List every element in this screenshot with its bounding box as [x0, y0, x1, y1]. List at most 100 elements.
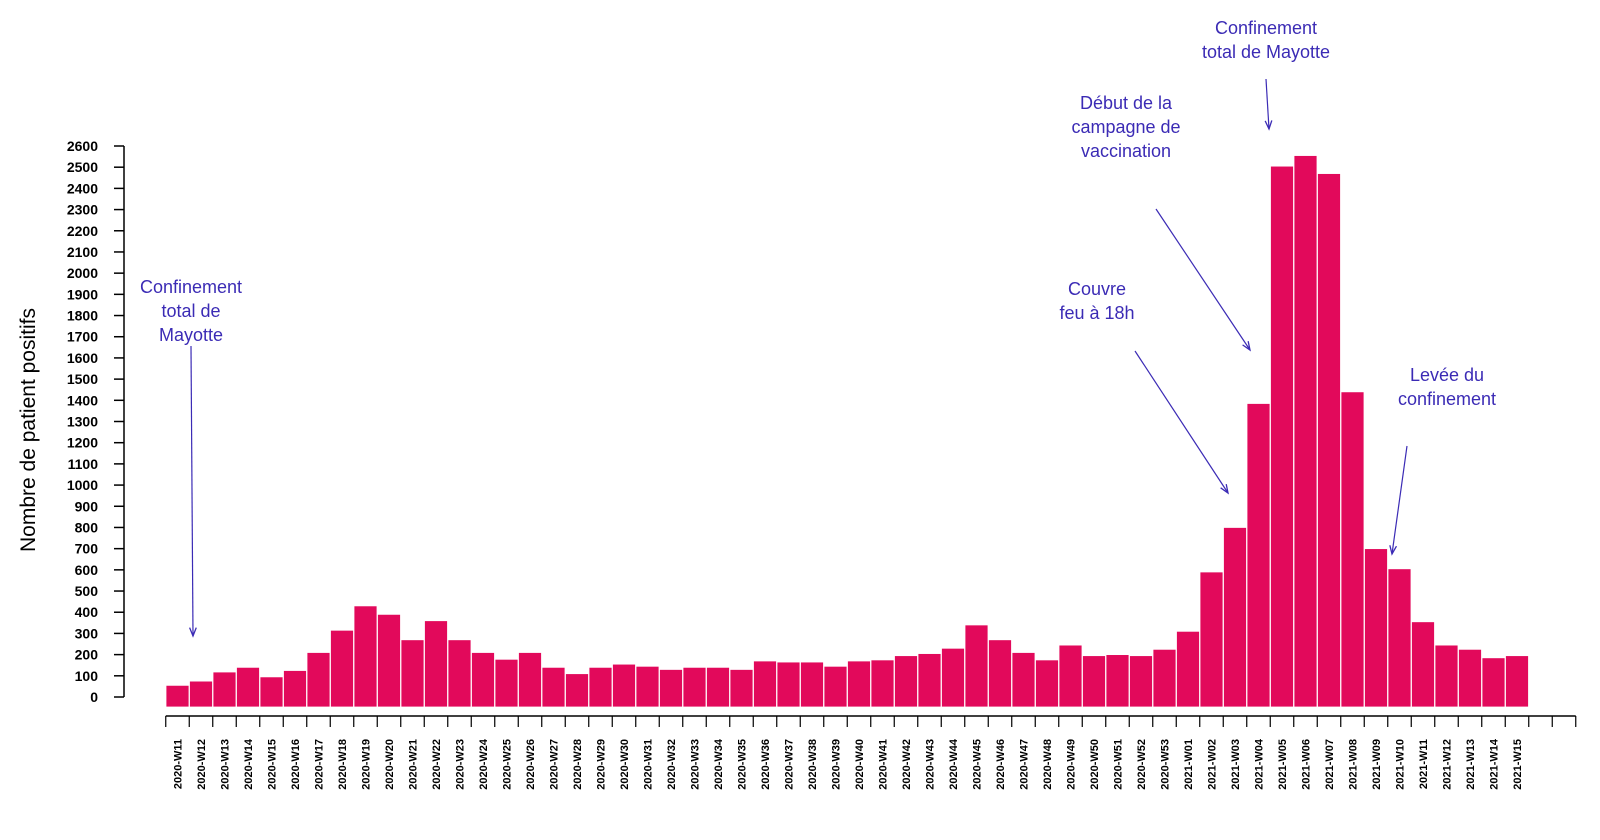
bar-2020-W16: [283, 670, 307, 708]
y-tick-label: 800: [75, 519, 99, 535]
x-tick-label: 2021-W11: [1418, 739, 1430, 789]
x-tick-label: 2020-W21: [408, 739, 420, 790]
annotation-2021-W10: Levée du confinement: [1389, 365, 1496, 556]
bar-2020-W53: [1152, 648, 1177, 708]
annotation-2021-W05: Confinement total de Mayotte: [1202, 18, 1330, 131]
y-tick-label: 300: [75, 625, 99, 641]
x-tick-label: 2020-W12: [196, 739, 208, 790]
annotation-arrowhead: [1264, 120, 1273, 131]
annotation-arrow: [1134, 350, 1229, 494]
x-tick-label: 2021-W08: [1348, 739, 1360, 790]
bar-2020-W14: [236, 666, 260, 708]
bar-2021-W14: [1481, 657, 1506, 708]
bar-2020-W47: [1011, 652, 1036, 708]
x-tick-label: 2020-W51: [1113, 739, 1125, 790]
bar-2020-W13: [212, 671, 237, 708]
y-tick-label: 100: [75, 668, 99, 684]
x-tick-label: 2021-W13: [1465, 739, 1477, 790]
x-tick-label: 2020-W48: [1042, 739, 1054, 790]
annotation-text: Confinement: [1215, 18, 1317, 38]
annotation-2021-W04: Début de la campagne de vaccination: [1071, 93, 1251, 352]
x-tick-label: 2020-W11: [173, 739, 185, 789]
bar-2020-W45: [964, 624, 989, 708]
bar-2020-W25: [494, 658, 519, 708]
x-tick-label: 2020-W13: [220, 739, 232, 790]
bar-2021-W05: [1270, 165, 1294, 708]
x-tick-label: 2020-W25: [502, 739, 514, 790]
bar-2020-W11: [165, 684, 190, 708]
bar-2020-W51: [1105, 654, 1130, 708]
x-tick-label: 2021-W10: [1395, 739, 1407, 790]
annotation-text: Levée du: [1410, 365, 1484, 385]
y-axis: 0 100 200 300 400 500 600 700 800 900 1000 1100 1200…: [67, 138, 125, 705]
bar-2021-W11: [1411, 621, 1435, 708]
y-tick-label: 400: [75, 604, 99, 620]
annotation-arrowhead: [1242, 341, 1251, 352]
x-tick-label: 2020-W43: [925, 739, 937, 790]
x-tick-label: 2020-W20: [384, 739, 396, 790]
x-tick-label: 2020-W40: [854, 739, 866, 790]
x-tick-label: 2020-W28: [572, 739, 584, 790]
x-tick-label: 2020-W31: [643, 739, 655, 790]
x-tick-label: 2021-W04: [1254, 738, 1266, 790]
y-tick-label: 2500: [67, 159, 98, 175]
annotation-text: feu à 18h: [1059, 303, 1134, 323]
y-tick-label: 200: [75, 647, 99, 663]
bar-2020-W12: [189, 680, 213, 708]
y-tick-label: 600: [75, 562, 99, 578]
bar-2020-W29: [588, 666, 613, 708]
x-tick-label: 2021-W02: [1207, 739, 1219, 790]
bar-2021-W10: [1387, 568, 1412, 708]
x-tick-label: 2020-W30: [619, 739, 631, 790]
annotation-text: Mayotte: [159, 325, 223, 345]
x-tick-label: 2020-W14: [243, 738, 255, 790]
y-tick-label: 500: [75, 583, 99, 599]
bar-2021-W12: [1434, 644, 1459, 708]
y-axis-label: Nombre de patient positifs: [17, 308, 40, 552]
y-tick-label: 1600: [67, 350, 98, 366]
annotation-text: vaccination: [1081, 141, 1171, 161]
bar-2020-W15: [259, 676, 284, 708]
x-tick-label: 2020-W46: [995, 739, 1007, 790]
x-tick-label: 2020-W26: [525, 739, 537, 790]
bar-2021-W08: [1340, 391, 1365, 708]
bar-2020-W34: [706, 666, 730, 708]
bar-2020-W23: [447, 639, 472, 708]
annotation-arrowhead: [1389, 545, 1398, 556]
bar-2020-W52: [1129, 655, 1153, 708]
x-tick-label: 2020-W42: [901, 739, 913, 790]
annotation-arrow: [190, 345, 194, 637]
annotation-arrow: [1391, 445, 1408, 555]
y-tick-label: 1700: [67, 329, 98, 345]
y-tick-label: 2100: [67, 244, 98, 260]
bar-2020-W30: [612, 663, 636, 708]
y-tick-label: 1400: [67, 392, 98, 408]
bar-2021-W02: [1199, 571, 1224, 708]
bar-2020-W43: [917, 653, 942, 708]
y-tick-label: 1500: [67, 371, 98, 387]
x-tick-label: 2020-W52: [1136, 739, 1148, 790]
annotation-text: Confinement: [140, 277, 242, 297]
bar-2021-W13: [1458, 648, 1482, 708]
x-tick-label: 2020-W22: [431, 739, 443, 790]
bar-2020-W44: [941, 647, 965, 708]
bar-2021-W01: [1176, 630, 1200, 708]
annotation-text: Début de la: [1080, 93, 1173, 113]
annotation-text: Couvre: [1068, 279, 1126, 299]
y-tick-label: 2400: [67, 180, 98, 196]
bar-2021-W03: [1223, 527, 1247, 708]
y-tick-label: 1900: [67, 286, 98, 302]
x-tick-label: 2020-W49: [1066, 739, 1078, 790]
bar-2020-W42: [894, 655, 918, 708]
bar-2020-W33: [682, 666, 707, 708]
annotation-arrow: [1265, 78, 1270, 130]
annotation-text: campagne de: [1071, 117, 1180, 137]
x-tick-label: 2020-W15: [267, 739, 279, 790]
x-tick-label: 2020-W39: [831, 739, 843, 790]
bar-2020-W49: [1058, 644, 1083, 708]
y-tick-label: 1000: [67, 477, 98, 493]
x-tick-label: 2021-W06: [1301, 739, 1313, 790]
x-tick-label: 2020-W17: [314, 739, 326, 790]
y-tick-label: 1300: [67, 414, 98, 430]
y-tick-label: 0: [90, 689, 98, 705]
